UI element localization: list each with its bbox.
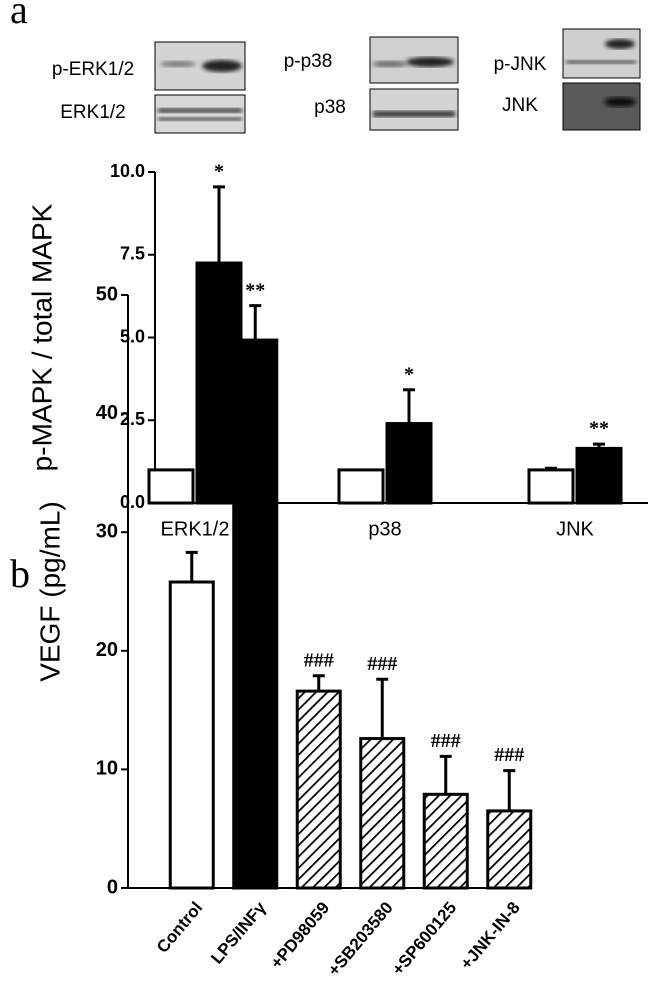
bar bbox=[385, 422, 433, 505]
y-tick-label: 0 bbox=[107, 876, 118, 898]
panel-label: b bbox=[10, 551, 30, 596]
blot-label: JNK bbox=[502, 95, 538, 116]
bar bbox=[527, 468, 575, 505]
blot-label: p38 bbox=[314, 97, 346, 118]
y-tick-label: 7.5 bbox=[120, 244, 145, 264]
x-tick-label: JNK bbox=[556, 518, 594, 540]
annotation: ### bbox=[431, 730, 461, 752]
bar bbox=[147, 468, 195, 505]
annotation: ### bbox=[494, 744, 524, 766]
bar bbox=[575, 446, 623, 505]
bar bbox=[168, 580, 215, 890]
error-bar bbox=[376, 677, 389, 739]
error-bar bbox=[439, 754, 452, 795]
error-bar bbox=[185, 550, 198, 583]
error-bar bbox=[249, 304, 262, 341]
annotation: ### bbox=[367, 653, 397, 675]
annotation: ** bbox=[589, 418, 609, 440]
y-tick-label: 40 bbox=[96, 402, 118, 424]
y-axis-label: VEGF (pg/mL) bbox=[34, 501, 65, 681]
x-tick-label: ERK1/2 bbox=[161, 518, 230, 540]
bar bbox=[359, 737, 406, 890]
annotation: * bbox=[214, 160, 224, 182]
y-tick-label: 10 bbox=[96, 758, 118, 780]
annotation: * bbox=[404, 363, 414, 385]
blot-label: ERK1/2 bbox=[60, 102, 125, 123]
error-bar bbox=[312, 674, 325, 692]
bar bbox=[295, 689, 342, 890]
blot-label: p-JNK bbox=[494, 54, 547, 75]
x-tick-label: p38 bbox=[368, 518, 401, 540]
y-tick-label: 50 bbox=[96, 283, 118, 305]
panel-label: a bbox=[10, 0, 28, 32]
y-tick-label: 2.5 bbox=[120, 409, 145, 429]
x-tick-label: +SP600125 bbox=[388, 898, 460, 979]
x-tick-label: Control bbox=[153, 898, 206, 957]
error-bar bbox=[503, 769, 516, 811]
x-tick-label: +PD98059 bbox=[267, 898, 334, 972]
x-tick-label: +JNK-IN-8 bbox=[457, 898, 524, 973]
y-tick-label: 20 bbox=[96, 639, 118, 661]
y-axis-label: p-MAPK / total MAPK bbox=[26, 203, 57, 471]
bar bbox=[486, 809, 533, 890]
y-tick-label: 30 bbox=[96, 520, 118, 542]
bar bbox=[422, 792, 469, 890]
y-tick-label: 5.0 bbox=[120, 326, 145, 346]
annotation: ### bbox=[304, 649, 334, 671]
x-tick-label: LPS/INFγ bbox=[207, 898, 270, 968]
bar bbox=[232, 338, 279, 890]
y-tick-label: 10.0 bbox=[110, 161, 145, 181]
error-bar bbox=[213, 185, 225, 264]
blot-images bbox=[154, 28, 641, 134]
blot-label: p-p38 bbox=[284, 51, 333, 72]
annotation: ** bbox=[245, 279, 265, 301]
y-tick-label: 0.0 bbox=[120, 492, 145, 512]
x-tick-label: +SB203580 bbox=[324, 898, 397, 979]
bar bbox=[337, 468, 385, 505]
blot-label: p-ERK1/2 bbox=[52, 59, 134, 80]
error-bar bbox=[403, 388, 415, 424]
